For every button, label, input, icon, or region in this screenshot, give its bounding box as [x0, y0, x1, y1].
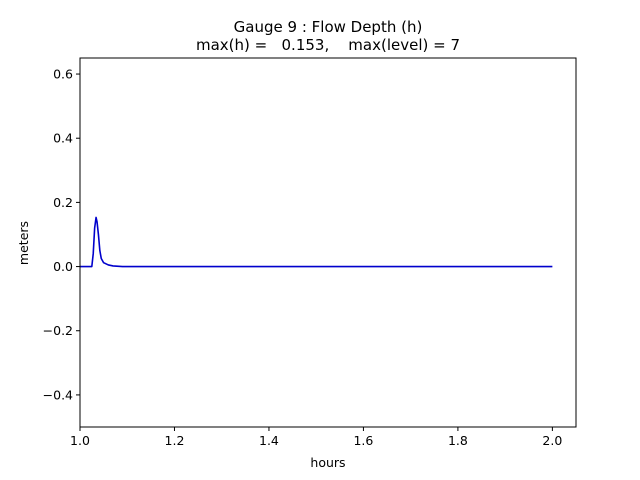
chart-subtitle: max(h) = 0.153, max(level) = 7 [196, 36, 460, 54]
x-tick-label: 1.6 [353, 433, 373, 448]
x-tick-label: 1.0 [70, 433, 90, 448]
y-tick-label: 0.6 [53, 67, 73, 82]
x-axis-label: hours [310, 455, 345, 470]
x-tick-label: 1.2 [165, 433, 185, 448]
x-tick-label: 2.0 [542, 433, 562, 448]
x-tick-label: 1.4 [259, 433, 279, 448]
y-tick-label: −0.2 [43, 323, 73, 338]
plot-frame [79, 57, 577, 428]
y-tick-label: −0.4 [43, 387, 73, 402]
y-tick-label: 0.0 [53, 259, 73, 274]
y-tick-label: 0.4 [53, 131, 73, 146]
x-tick-label: 1.8 [448, 433, 468, 448]
series-line-0 [80, 216, 553, 268]
y-axis-label: meters [16, 221, 31, 265]
chart-title: Gauge 9 : Flow Depth (h) [234, 18, 423, 36]
y-tick-label: 0.2 [53, 195, 73, 210]
plot-area: 1.0 1.2 1.4 1.6 1.8 2.0 −0.4 −0.2 0.0 0.2 0.4 0.6 [43, 57, 577, 448]
